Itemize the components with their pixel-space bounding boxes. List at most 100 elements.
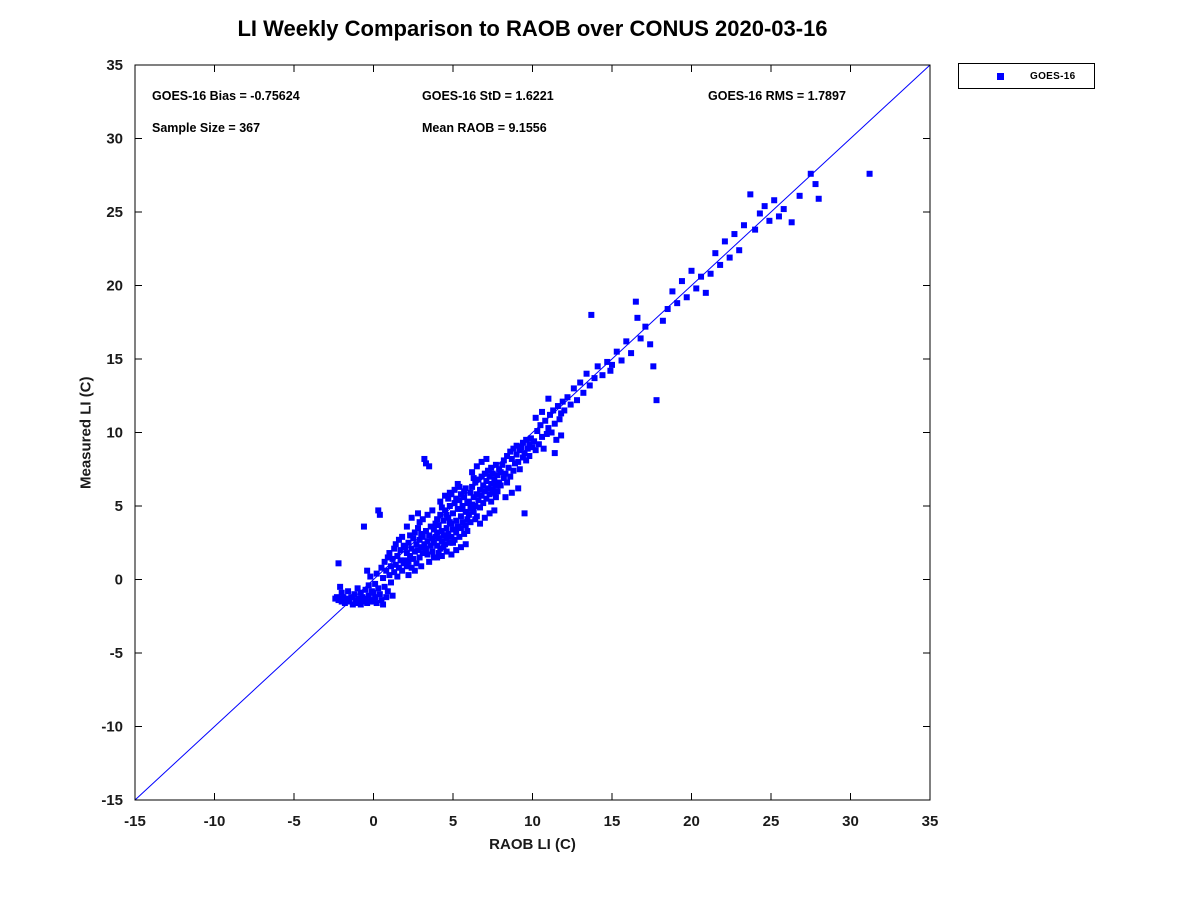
x-tick-label: 5 xyxy=(449,813,457,830)
data-point xyxy=(422,460,429,467)
data-point xyxy=(391,545,398,552)
data-point xyxy=(504,453,511,460)
data-point xyxy=(446,519,453,526)
data-point xyxy=(445,495,452,502)
data-point xyxy=(434,516,441,523)
data-point xyxy=(553,436,560,443)
data-point xyxy=(356,595,363,602)
y-tick-label: 10 xyxy=(106,425,123,442)
data-point xyxy=(766,217,773,224)
data-point xyxy=(747,191,754,198)
x-tick-label: 25 xyxy=(763,813,780,830)
data-point xyxy=(453,547,460,554)
data-point xyxy=(488,498,495,505)
data-point xyxy=(370,589,377,596)
data-point xyxy=(478,473,485,480)
data-point xyxy=(407,552,414,559)
data-point xyxy=(507,448,514,455)
data-point xyxy=(446,503,453,509)
data-point xyxy=(462,508,469,515)
data-point xyxy=(515,458,522,465)
data-point xyxy=(453,529,460,536)
legend: GOES-16 xyxy=(958,63,1095,89)
data-point xyxy=(628,350,635,357)
data-point xyxy=(465,498,472,505)
y-tick-label: 35 xyxy=(106,57,123,74)
data-point xyxy=(337,583,344,590)
data-point xyxy=(494,472,501,479)
data-point xyxy=(588,311,595,318)
data-point xyxy=(389,592,396,599)
data-point xyxy=(411,567,418,574)
data-point xyxy=(702,289,709,296)
data-point xyxy=(470,508,477,515)
data-point xyxy=(442,507,449,514)
data-point xyxy=(577,379,584,386)
data-point xyxy=(424,538,431,545)
data-point xyxy=(378,564,385,571)
data-point xyxy=(637,335,644,342)
data-point xyxy=(413,560,420,567)
data-point xyxy=(451,486,458,493)
data-point xyxy=(472,516,479,523)
data-point xyxy=(456,497,463,504)
data-point xyxy=(387,579,394,586)
data-point xyxy=(376,511,383,518)
data-point xyxy=(543,430,550,437)
data-point xyxy=(475,497,482,504)
data-point xyxy=(421,541,428,548)
data-point xyxy=(461,494,468,501)
data-point xyxy=(403,550,410,557)
y-tick-label: 15 xyxy=(106,351,123,368)
data-point xyxy=(513,442,520,449)
data-point xyxy=(435,535,442,542)
data-point xyxy=(386,572,393,579)
data-point xyxy=(421,455,428,462)
data-point xyxy=(539,433,546,440)
data-point xyxy=(413,541,420,548)
data-point xyxy=(467,489,474,496)
data-point xyxy=(470,475,477,482)
data-point xyxy=(513,451,520,458)
data-point xyxy=(432,533,439,540)
data-point xyxy=(480,482,487,489)
data-point xyxy=(419,533,426,540)
data-point xyxy=(492,494,499,501)
data-point xyxy=(410,535,417,542)
data-point xyxy=(357,601,364,608)
data-point xyxy=(453,495,460,502)
x-tick-label: 0 xyxy=(369,813,377,830)
data-point xyxy=(365,582,372,589)
data-point xyxy=(591,375,598,382)
data-point xyxy=(454,480,461,487)
data-point xyxy=(415,547,422,554)
data-point xyxy=(434,529,441,536)
data-point xyxy=(372,594,379,601)
data-point xyxy=(376,591,383,598)
data-point xyxy=(448,551,455,558)
y-tick-label: 0 xyxy=(115,572,123,589)
data-point xyxy=(752,226,759,233)
data-point xyxy=(559,398,566,405)
data-point xyxy=(535,441,542,448)
data-point xyxy=(486,473,493,480)
data-point xyxy=(375,585,382,592)
data-point xyxy=(775,213,782,220)
data-point xyxy=(429,535,436,542)
data-point xyxy=(411,529,418,536)
data-point xyxy=(346,598,353,605)
chart-title: LI Weekly Comparison to RAOB over CONUS … xyxy=(237,16,828,41)
y-tick-label: -15 xyxy=(101,792,123,809)
data-point xyxy=(678,278,685,285)
data-point xyxy=(427,542,434,549)
data-point xyxy=(419,516,426,523)
data-point xyxy=(443,525,450,532)
data-point xyxy=(484,467,491,474)
data-point xyxy=(484,485,491,492)
data-point xyxy=(472,503,479,509)
data-point xyxy=(381,583,388,590)
data-point xyxy=(698,273,705,280)
data-point xyxy=(586,382,593,389)
data-point xyxy=(515,485,522,492)
